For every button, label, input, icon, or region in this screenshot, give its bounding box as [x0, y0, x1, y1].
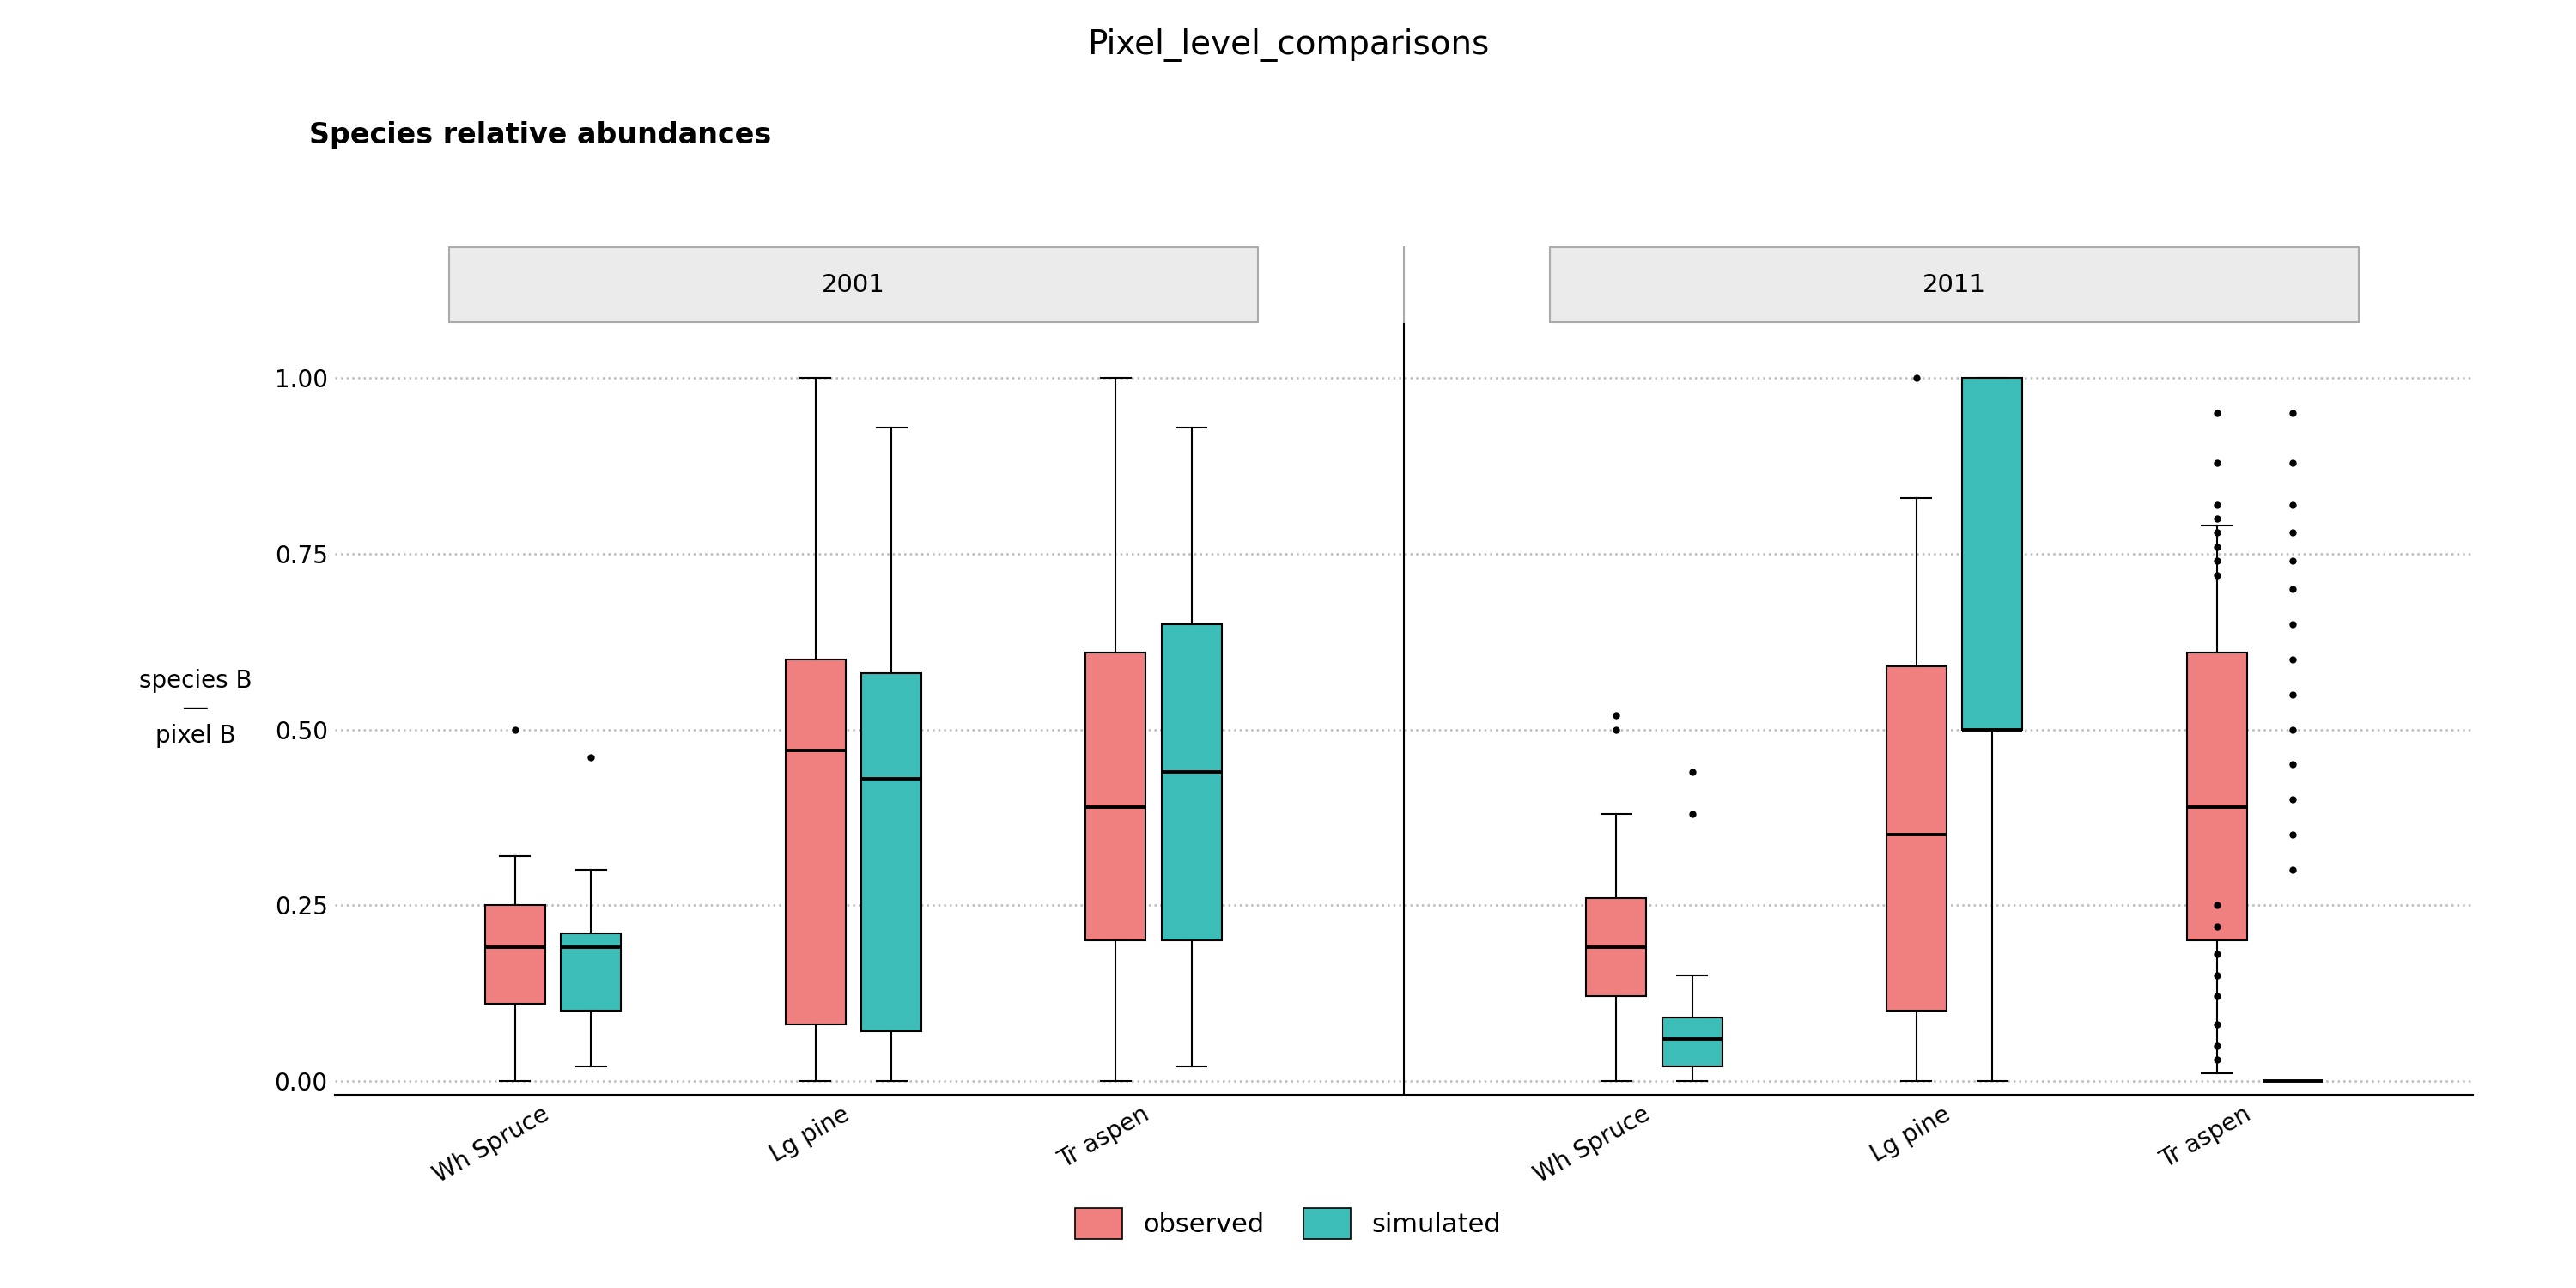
PathPatch shape	[1162, 625, 1221, 940]
Text: 2001: 2001	[822, 273, 886, 296]
PathPatch shape	[484, 905, 546, 1003]
PathPatch shape	[1963, 379, 2022, 729]
Text: Species relative abundances: Species relative abundances	[309, 121, 770, 149]
PathPatch shape	[1587, 898, 1646, 997]
Text: Pixel_level_comparisons: Pixel_level_comparisons	[1087, 28, 1489, 62]
PathPatch shape	[786, 659, 845, 1024]
Text: 2011: 2011	[1922, 273, 1986, 296]
PathPatch shape	[1084, 652, 1146, 940]
Text: species B
―
pixel B: species B ― pixel B	[139, 668, 252, 748]
PathPatch shape	[860, 674, 922, 1032]
Legend: observed, simulated: observed, simulated	[1064, 1198, 1512, 1249]
PathPatch shape	[2187, 652, 2246, 940]
PathPatch shape	[1662, 1018, 1723, 1066]
PathPatch shape	[562, 934, 621, 1011]
PathPatch shape	[1886, 666, 1947, 1011]
